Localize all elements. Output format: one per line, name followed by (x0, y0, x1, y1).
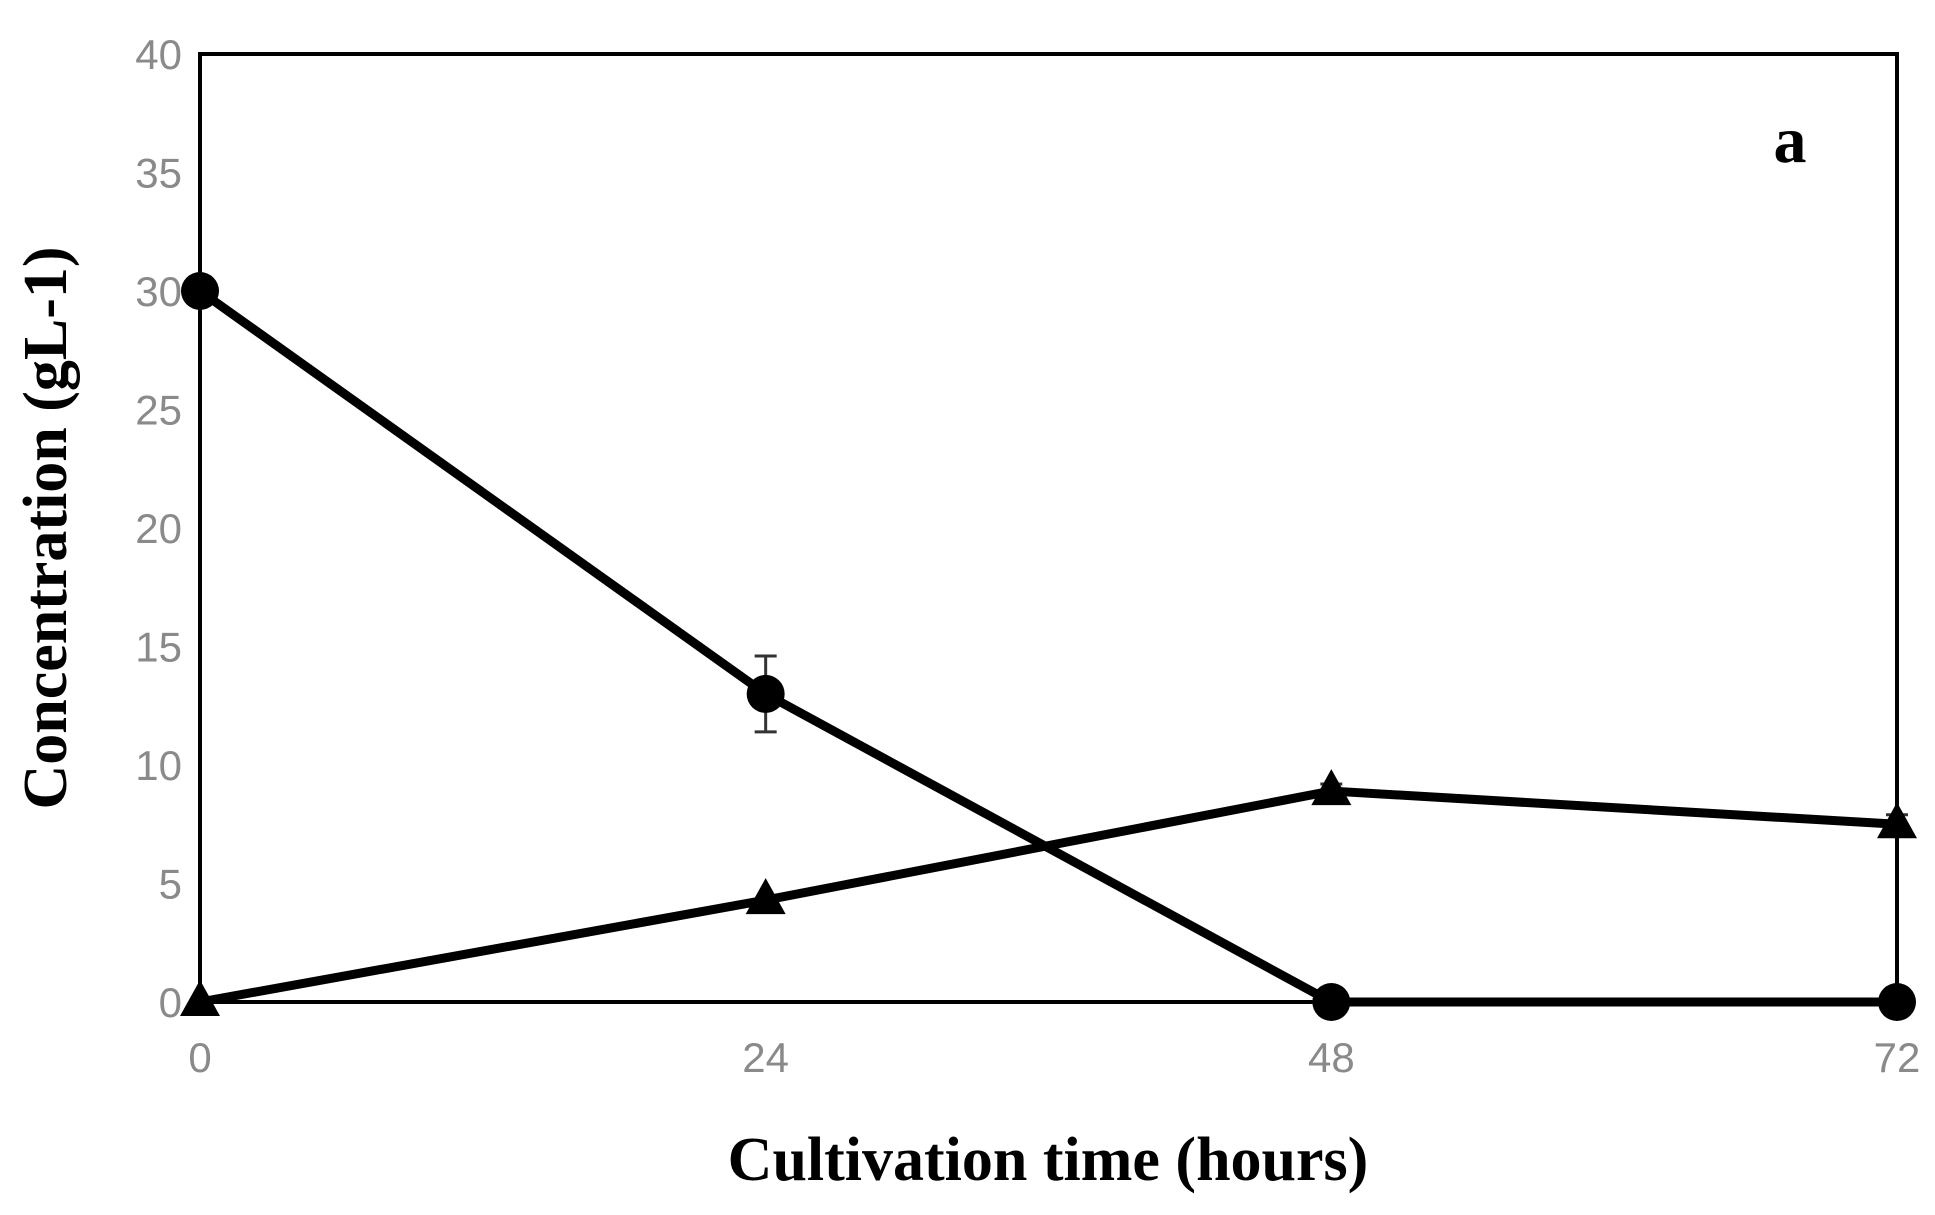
y-tick-label: 25 (135, 387, 182, 434)
x-axis-title: Cultivation time (hours) (728, 1126, 1369, 1194)
data-point-circle (181, 272, 219, 310)
data-point-triangle (1877, 802, 1917, 839)
x-tick-label: 0 (188, 1034, 211, 1081)
data-point-circle (746, 674, 785, 713)
series-layer (180, 272, 1917, 1021)
series-line-triangle (195, 786, 1902, 1007)
x-axis-tick-labels: 0 24 48 72 (188, 1034, 1920, 1081)
y-tick-label: 10 (135, 742, 182, 789)
plot-area-frame (198, 52, 1899, 1004)
data-point-triangle (180, 980, 220, 1016)
y-tick-label: 15 (135, 624, 182, 671)
y-tick-label: 5 (159, 861, 182, 908)
y-tick-label: 0 (159, 979, 182, 1026)
data-point-triangle (1311, 769, 1352, 806)
x-tick-label: 48 (1308, 1034, 1355, 1081)
y-axis-tick-labels: 0 5 10 15 20 25 30 35 40 (135, 31, 182, 1026)
y-tick-label: 35 (135, 150, 182, 197)
x-tick-label: 72 (1874, 1034, 1921, 1081)
y-axis-title: Concentration (gL-1) (12, 246, 80, 809)
y-tick-label: 40 (135, 31, 182, 78)
x-tick-label: 24 (742, 1034, 789, 1081)
series-circle (181, 272, 1916, 1021)
data-point-triangle (745, 878, 786, 915)
panel-label: a (1774, 104, 1807, 177)
data-point-circle (1312, 983, 1351, 1021)
y-tick-label: 30 (135, 268, 182, 315)
series-triangle (180, 769, 1917, 1016)
data-point-circle (1878, 983, 1916, 1021)
series-line-circle (195, 286, 1902, 1007)
y-tick-label: 20 (135, 505, 182, 552)
